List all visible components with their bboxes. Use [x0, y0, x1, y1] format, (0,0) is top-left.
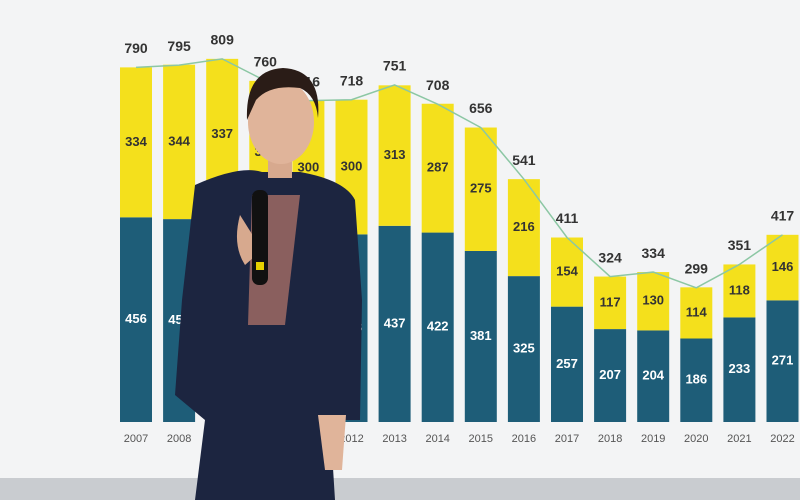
total-label: 708 — [426, 77, 450, 93]
x-tick-label: 2007 — [124, 433, 148, 445]
bar-segment — [637, 272, 670, 331]
segment-label: 287 — [427, 160, 449, 175]
x-tick-label: 2017 — [555, 433, 579, 445]
segment-label: 334 — [125, 134, 147, 149]
x-tick-label: 2015 — [469, 433, 493, 445]
bar-segment — [680, 287, 713, 339]
total-label: 760 — [254, 54, 278, 70]
x-tick-label: 2016 — [512, 433, 536, 445]
total-label: 790 — [124, 40, 148, 56]
segment-label: 418 — [341, 320, 363, 335]
segment-label: 257 — [556, 356, 578, 371]
bar-segment — [551, 237, 583, 307]
segment-label: 437 — [384, 315, 406, 330]
bar-segment — [378, 225, 411, 422]
total-label: 324 — [598, 249, 622, 265]
segment-label: 233 — [729, 361, 751, 376]
total-label: 334 — [642, 245, 666, 261]
bar-segment — [120, 67, 152, 218]
bar-segment — [378, 85, 411, 226]
bar-segment — [120, 217, 152, 422]
x-tick-label: 2014 — [425, 433, 449, 445]
segment-label: 146 — [772, 259, 794, 274]
segment-label: 452 — [168, 312, 190, 327]
bar-segment — [421, 232, 454, 422]
x-tick-label: 2008 — [167, 433, 191, 445]
total-label: 299 — [685, 260, 709, 276]
x-tick-label: 2021 — [727, 433, 751, 445]
segment-label: 456 — [125, 311, 147, 326]
segment-label: 344 — [168, 133, 190, 148]
segment-label: 204 — [642, 368, 664, 383]
segment-label: 114 — [686, 304, 708, 319]
total-label: 351 — [728, 237, 752, 253]
total-label: 718 — [340, 72, 364, 88]
bar-segment — [723, 317, 756, 422]
segment-label: 130 — [642, 293, 664, 308]
bar-segment — [464, 250, 497, 422]
segment-label: 271 — [772, 353, 794, 368]
x-tick-label: 2012 — [339, 433, 363, 445]
bar-segment — [766, 234, 799, 301]
x-tick-label: 2013 — [382, 433, 406, 445]
segment-label: 118 — [729, 282, 750, 297]
x-tick-label: 2019 — [641, 433, 665, 445]
stage-floor — [0, 478, 800, 500]
segment-label: 275 — [470, 181, 492, 196]
total-label: 417 — [771, 208, 795, 224]
segment-label: 325 — [513, 340, 535, 355]
segment-label: 472 — [211, 307, 233, 322]
total-label: 541 — [512, 152, 536, 168]
bar-segment — [594, 329, 627, 422]
bar-segment — [766, 300, 799, 422]
segment-label: 186 — [685, 372, 707, 387]
segment-label: 207 — [599, 367, 621, 382]
segment-label: 216 — [513, 219, 535, 234]
bar-segment — [507, 179, 540, 277]
bar-segment — [464, 127, 497, 251]
bar-segment — [594, 276, 627, 330]
segment-label: 440 — [254, 315, 276, 330]
segment-label: 416 — [298, 320, 320, 335]
segment-label: 320 — [254, 144, 276, 159]
bar-segment — [507, 276, 540, 422]
segment-label: 337 — [211, 126, 233, 141]
x-tick-label: 2022 — [770, 433, 794, 445]
segment-label: 300 — [341, 158, 363, 173]
segment-label: 381 — [470, 328, 492, 343]
segment-label: 422 — [427, 319, 449, 334]
bar-segment — [637, 330, 670, 422]
total-label: 751 — [383, 58, 407, 74]
total-label: 411 — [556, 210, 579, 226]
total-label: 809 — [211, 32, 235, 48]
bar-segment — [551, 306, 583, 422]
x-tick-label: 2018 — [598, 433, 622, 445]
bar-segment — [680, 338, 713, 422]
bar-segment — [421, 103, 454, 233]
total-label: 716 — [297, 73, 321, 89]
x-tick-label: 2020 — [684, 433, 708, 445]
segment-label: 313 — [384, 147, 406, 162]
total-label: 656 — [469, 100, 493, 116]
total-line — [135, 58, 783, 289]
segment-label: 117 — [600, 294, 621, 309]
bar-segment — [723, 264, 756, 318]
total-label: 795 — [167, 38, 191, 54]
segment-label: 154 — [556, 264, 578, 279]
segment-label: 300 — [298, 159, 320, 174]
